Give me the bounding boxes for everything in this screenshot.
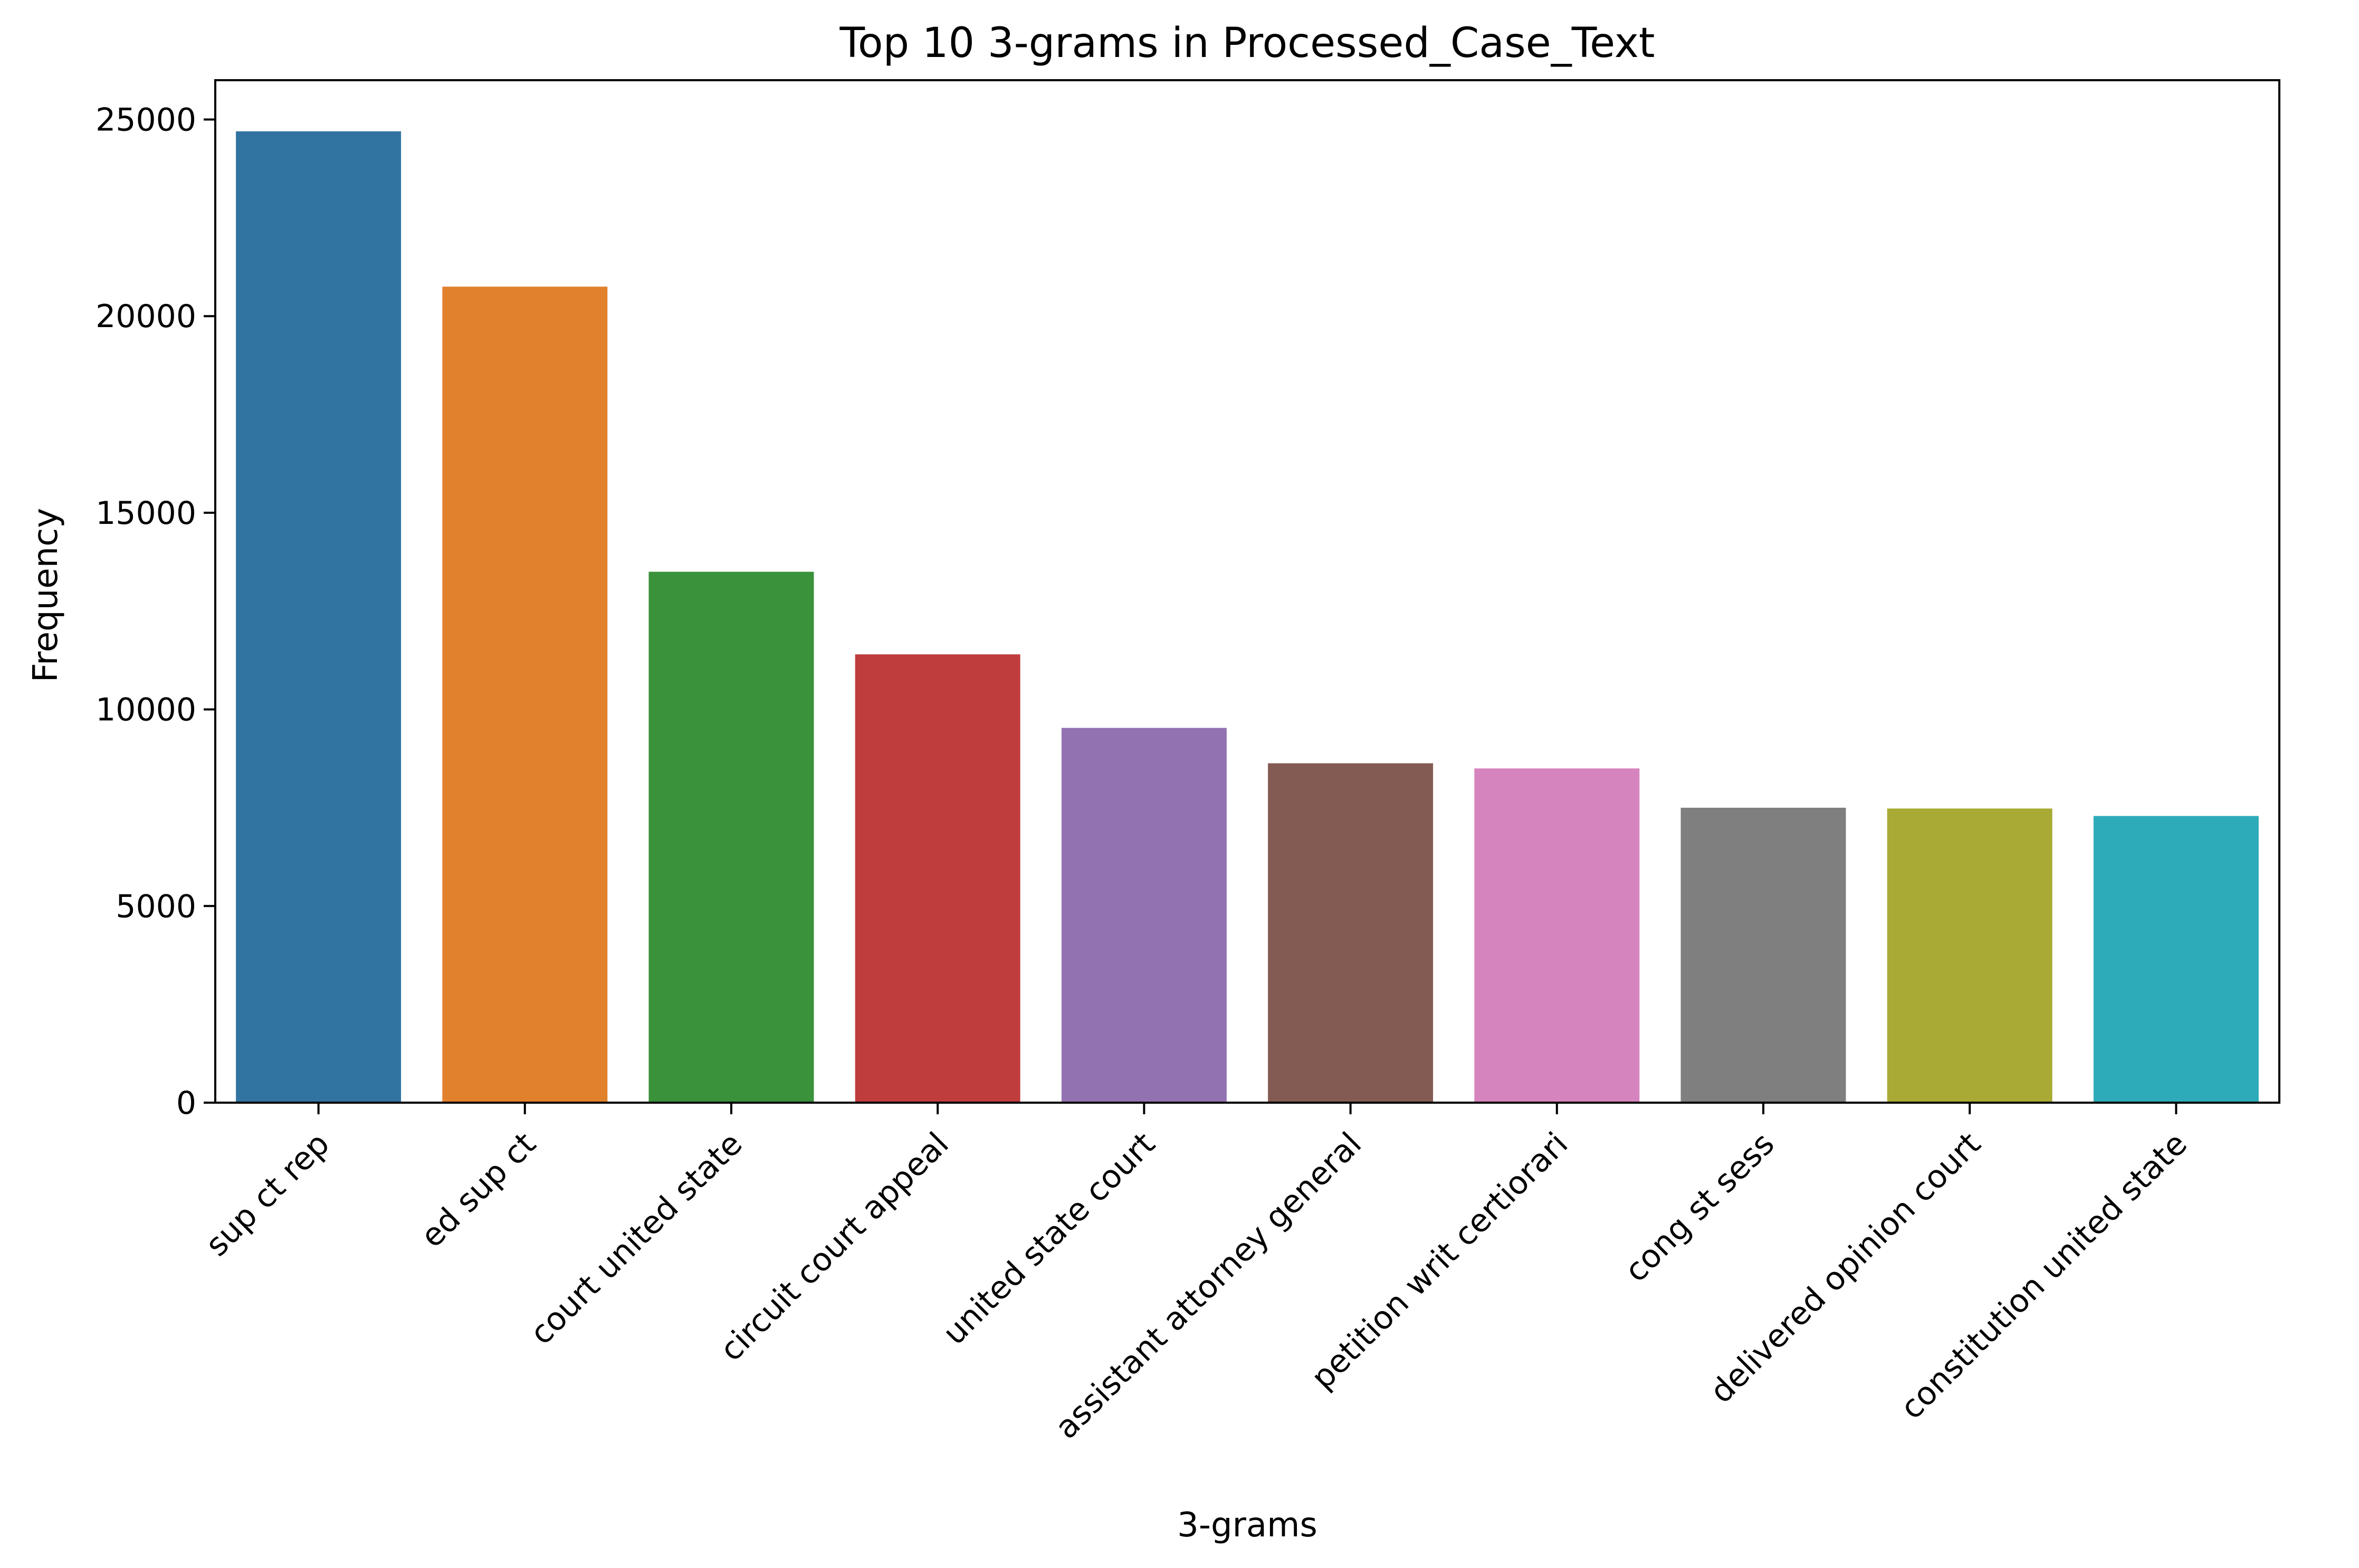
y-tick-label: 25000 (95, 102, 196, 139)
bar-8 (1680, 807, 1846, 1103)
x-axis-label: 3-grams (1177, 1506, 1317, 1545)
y-tick-label: 0 (176, 1085, 196, 1122)
y-tick-label: 20000 (95, 298, 196, 335)
bar-5 (1061, 728, 1227, 1103)
bar-9 (1887, 808, 2052, 1103)
bar-1 (236, 131, 402, 1103)
y-tick-label: 10000 (95, 692, 196, 729)
bar-6 (1268, 763, 1434, 1103)
y-axis-label: Frequency (26, 508, 65, 683)
y-tick-label: 5000 (116, 888, 196, 925)
bar-4 (855, 654, 1020, 1103)
bar-2 (442, 286, 608, 1103)
chart-title: Top 10 3-grams in Processed_Case_Text (839, 20, 1655, 67)
bar-7 (1474, 768, 1640, 1103)
y-tick-label: 15000 (95, 495, 196, 532)
plot-frame (214, 79, 2280, 1104)
bar-10 (2093, 816, 2259, 1103)
bar-3 (648, 571, 814, 1103)
